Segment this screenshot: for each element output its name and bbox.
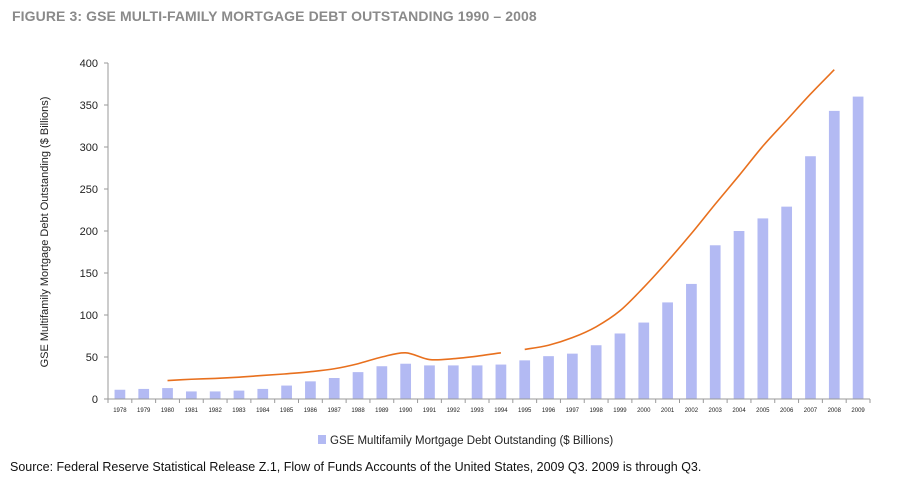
x-axis-ticks: 1978 1979 1980 1981 1982 1983 1984 1985 1986 1987…: [107, 399, 871, 414]
bar-1979: [138, 388, 150, 399]
x-tick-label: 1995: [518, 408, 532, 414]
bar-1987: [328, 378, 340, 399]
x-tick-label: 1997: [566, 408, 580, 414]
bar-2004: [733, 231, 745, 399]
y-tick-label: 100: [80, 310, 98, 322]
x-tick-label: 1998: [589, 408, 603, 414]
x-tick-label: 2004: [732, 408, 746, 414]
bar-1993: [471, 365, 483, 399]
x-tick-label: 1984: [256, 408, 270, 414]
bar-1992: [447, 365, 459, 399]
x-tick-label: 2002: [685, 408, 699, 414]
x-tick-label: 1988: [351, 408, 365, 414]
bar-1989: [376, 366, 388, 399]
trend-segment-2: [524, 69, 835, 351]
bar-1990: [400, 363, 412, 399]
y-tick-label: 350: [80, 100, 98, 112]
x-tick-label: 1979: [137, 408, 151, 414]
trend-line: [167, 69, 835, 382]
legend: GSE Multifamily Mortgage Debt Outstandin…: [318, 435, 613, 447]
figure-title: FIGURE 3: GSE MULTI-FAMILY MORTGAGE DEBT…: [12, 8, 537, 24]
bar-1988: [352, 372, 364, 399]
x-tick-label: 1983: [232, 408, 246, 414]
x-tick-label: 1980: [161, 408, 175, 414]
bar-1994: [495, 364, 507, 399]
x-tick-label: 1985: [280, 408, 294, 414]
bar-1983: [233, 390, 245, 399]
y-tick-label: 200: [80, 226, 98, 238]
bar-1991: [424, 365, 435, 399]
trend-segment-1: [167, 351, 502, 382]
bar-1996: [543, 356, 554, 399]
bar-2008: [828, 110, 840, 399]
legend-label: GSE Multifamily Mortgage Debt Outstandin…: [330, 435, 613, 447]
bar-1997: [566, 353, 578, 399]
x-tick-label: 1999: [613, 408, 627, 414]
source-note: Source: Federal Reserve Statistical Rele…: [10, 460, 702, 474]
x-tick-label: 2009: [851, 408, 865, 414]
y-tick-label: 250: [80, 184, 98, 196]
x-tick-label: 1996: [542, 408, 556, 414]
y-tick-label: 400: [80, 58, 98, 70]
y-tick-label: 0: [92, 394, 98, 406]
bar-2009: [852, 96, 864, 399]
bar-1981: [185, 391, 197, 399]
y-tick-label: 150: [80, 268, 98, 280]
legend-swatch: [318, 435, 326, 444]
x-tick-label: 1993: [470, 408, 484, 414]
bar-1985: [281, 385, 292, 399]
bar-1999: [614, 333, 626, 399]
bar-1986: [305, 381, 316, 399]
bar-1998: [590, 345, 602, 399]
bar-2007: [805, 156, 816, 399]
bar-2006: [781, 206, 793, 399]
bar-2003: [709, 245, 721, 399]
x-tick-label: 1992: [447, 408, 461, 414]
x-tick-label: 1994: [494, 408, 508, 414]
y-tick-label: 50: [86, 352, 98, 364]
bar-2000: [638, 322, 650, 399]
bar-2001: [662, 302, 673, 399]
bar-series: [114, 96, 864, 399]
bar-1995: [519, 360, 531, 399]
y-axis-ticks: 0 50 100 150 200 250 300 350 400: [80, 58, 108, 406]
bar-1984: [257, 388, 269, 399]
x-tick-label: 1991: [423, 408, 437, 414]
x-tick-label: 1990: [399, 408, 413, 414]
x-tick-label: 2005: [756, 408, 770, 414]
bar-1978: [114, 389, 126, 399]
x-tick-label: 2003: [709, 408, 723, 414]
x-tick-label: 1986: [304, 408, 318, 414]
x-tick-label: 2007: [804, 408, 818, 414]
x-tick-label: 2001: [661, 408, 675, 414]
bar-2002: [686, 283, 697, 399]
x-tick-label: 2006: [780, 408, 794, 414]
x-tick-label: 1987: [328, 408, 342, 414]
y-tick-label: 300: [80, 142, 98, 154]
bar-1982: [209, 391, 221, 399]
x-tick-label: 1981: [185, 408, 199, 414]
y-axis-title: GSE Multifamily Mortgage Debt Outstandin…: [39, 97, 51, 368]
x-tick-label: 1989: [375, 408, 389, 414]
x-tick-label: 1982: [208, 408, 222, 414]
x-tick-label: 2008: [828, 408, 842, 414]
x-tick-label: 1978: [113, 408, 127, 414]
bar-2005: [757, 218, 769, 399]
bar-1980: [162, 388, 173, 399]
x-tick-label: 2000: [637, 408, 651, 414]
